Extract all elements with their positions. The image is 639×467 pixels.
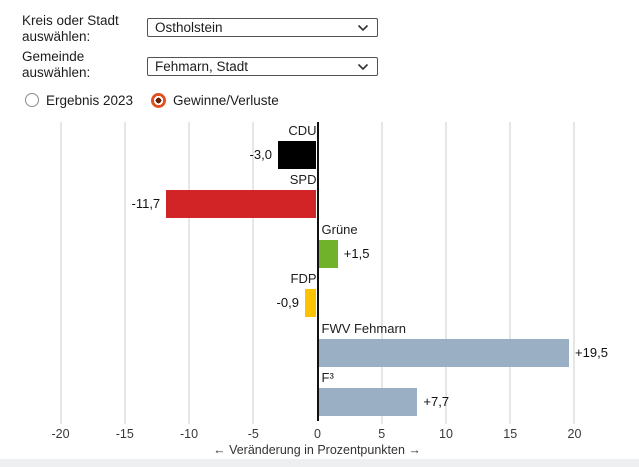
gridline [573,122,576,424]
radio-selected-icon[interactable] [151,92,166,108]
radio-label-gewinne-verluste: Gewinne/Verluste [173,92,279,108]
kreis-select[interactable]: Ostholstein [147,18,378,37]
party-label: FDP [290,271,317,287]
party-label: FWV Fehmarn [321,320,407,336]
gridline [188,122,190,424]
x-tick-label: 15 [503,427,518,441]
chart-bar-6 [318,388,418,416]
kreis-label-line1: Kreis oder Stadt [22,13,119,28]
value-label: +7,7 [423,394,450,409]
value-label: +19,5 [575,344,608,360]
radio-label-ergebnis-2023: Ergebnis 2023 [46,92,134,108]
chevron-down-icon [357,63,369,71]
gridline [123,122,126,424]
party-label: SPD [289,172,317,188]
gemeinde-select[interactable]: Fehmarn, Stadt [147,57,378,76]
gemeinde-label-line2: auswählen: [22,64,91,80]
party-label: Grüne [321,221,358,237]
kreis-select-label: Kreis oder Stadt auswählen: [22,13,119,44]
gridline [59,122,62,424]
gridline [509,122,512,424]
kreis-label-line2: auswählen: [22,28,91,44]
value-label: -11,7 [131,196,161,212]
value-label: -3,0 [249,147,272,162]
value-label: +1,5 [343,245,370,261]
value-label: -0,9 [276,295,299,311]
gridline [252,122,255,424]
gemeinde-select-label: Gemeinde auswählen: [22,49,90,80]
x-tick-label: 20 [567,427,582,441]
radio-option-ergebnis-2023[interactable]: Ergebnis 2023 [25,92,133,108]
x-tick-label: -5 [247,427,259,441]
chart-bar-5 [318,338,570,367]
x-tick-label: -10 [179,427,199,441]
x-tick-label: -20 [51,427,70,441]
gridline [380,122,383,424]
party-label: F³ [321,370,334,385]
gridline [444,122,447,424]
x-tick-label: 0 [314,427,321,441]
chart-bar-2 [166,190,317,219]
radio-unselected-icon[interactable] [25,93,39,107]
kreis-select-value: Ostholstein [155,20,223,35]
x-tick-label: -15 [115,427,134,441]
gemeinde-select-value: Fehmarn, Stadt [155,59,249,74]
chart-bar-1 [277,141,317,169]
chart-bar-3 [318,239,338,268]
zero-axis-line [316,122,319,421]
gemeinde-label-line1: Gemeinde [22,49,85,64]
x-axis-label: ← Veränderung in Prozentpunkten → [213,443,421,457]
chart-bar-4 [304,289,317,318]
x-tick-label: 5 [378,427,386,441]
party-label: CDU [288,123,317,138]
chevron-down-icon [357,24,369,32]
x-tick-label: 10 [439,427,453,441]
bottom-strip [0,459,639,467]
radio-option-gewinne-verluste[interactable]: Gewinne/Verluste [151,92,279,108]
